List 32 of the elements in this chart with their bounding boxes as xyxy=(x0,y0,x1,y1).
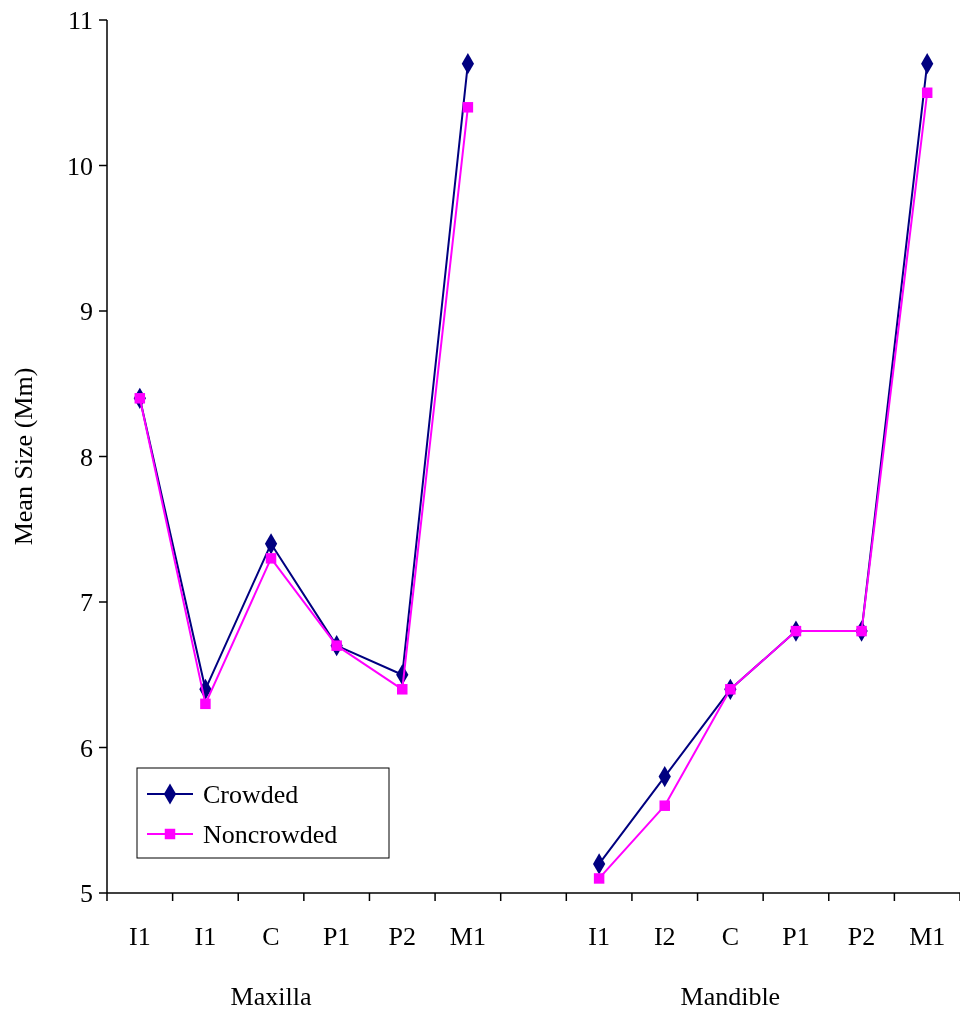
x-tick-label: I1 xyxy=(588,922,610,951)
point xyxy=(856,625,867,637)
point xyxy=(593,873,605,884)
point xyxy=(462,102,474,113)
y-tick-label: 10 xyxy=(67,151,93,181)
point xyxy=(659,800,670,811)
y-tick-label: 6 xyxy=(80,733,93,763)
legend-label: Crowded xyxy=(203,780,299,810)
y-tick-label: 8 xyxy=(80,442,93,472)
legend-label: Noncrowded xyxy=(203,820,338,850)
y-tick-label: 9 xyxy=(80,297,93,327)
x-tick-label: M1 xyxy=(449,922,486,951)
point xyxy=(200,698,211,710)
x-tick-label: M1 xyxy=(909,922,946,951)
x-tick-label: P1 xyxy=(322,922,351,951)
x-tick-label: C xyxy=(262,922,280,951)
point xyxy=(265,553,277,564)
x-tick-label: C xyxy=(721,922,740,951)
x-tick-label: P1 xyxy=(782,922,810,951)
x-tick-label: P2 xyxy=(388,922,416,951)
point xyxy=(921,87,933,98)
text: Maxilla xyxy=(230,982,312,1011)
y-tick-label: 5 xyxy=(80,879,93,909)
x-tick-label: I1 xyxy=(194,922,217,951)
y-tick-label: 11 xyxy=(67,6,93,36)
x-tick-label: I2 xyxy=(653,922,676,951)
x-tick-label: I1 xyxy=(128,922,151,951)
x-tick-label: P2 xyxy=(847,922,876,951)
text: Mandible xyxy=(680,982,781,1011)
y-axis-title: Mean Size (Mm) xyxy=(9,367,38,546)
y-tick-label: 7 xyxy=(80,588,93,618)
point xyxy=(397,684,408,695)
